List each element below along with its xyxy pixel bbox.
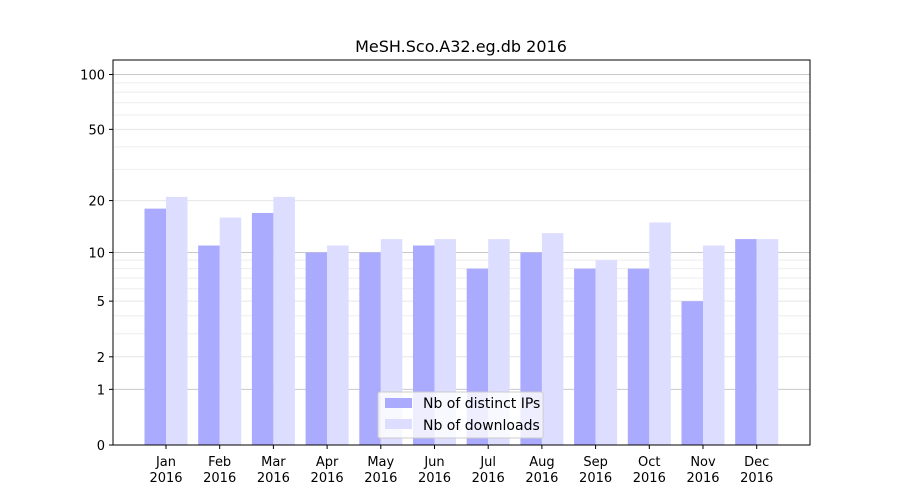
bar-distinct-ips [144,208,166,445]
tick-layer: 0125102050100Jan2016Feb2016Mar2016Apr201… [80,69,773,486]
x-tick-label-year: 2016 [525,471,558,486]
x-tick-label-year: 2016 [740,471,773,486]
y-tick-label: 5 [97,295,105,310]
x-tick-label-year: 2016 [364,471,397,486]
x-tick-label-month: Jun [423,455,444,470]
y-tick-label: 10 [88,247,105,262]
x-tick-label-year: 2016 [203,471,236,486]
x-tick-label-month: May [367,455,394,470]
x-tick-label-year: 2016 [579,471,612,486]
y-tick-label: 100 [80,69,105,84]
bar-distinct-ips [251,212,274,445]
bar-distinct-ips [681,301,703,445]
bar-distinct-ips [198,245,220,445]
x-tick-label-month: Jul [479,455,496,470]
x-tick-label-month: Oct [638,455,660,470]
legend-label-ips: Nb of distinct IPs [423,396,540,412]
x-tick-label-year: 2016 [418,471,451,486]
x-tick-label-month: Sep [583,455,608,470]
x-tick-label-year: 2016 [686,471,719,486]
chart-title: MeSH.Sco.A32.eg.db 2016 [355,37,567,56]
bar-downloads [273,196,295,445]
x-tick-label-year: 2016 [149,471,182,486]
bar-downloads [756,239,779,445]
y-tick-label: 1 [97,383,105,398]
x-tick-label-month: Apr [316,455,339,470]
x-tick-label-month: Nov [690,455,716,470]
bar-distinct-ips [735,239,757,445]
bar-downloads [541,233,564,445]
bar-downloads [595,260,618,445]
legend-swatch-downloads [385,419,412,429]
y-tick-label: 0 [97,439,105,454]
x-tick-label-month: Jan [155,455,176,470]
bar-downloads [166,196,188,445]
legend-box [377,391,544,439]
bar-downloads [219,217,242,445]
x-tick-label-month: Aug [529,455,554,470]
bar-downloads [649,222,671,445]
x-tick-label-month: Feb [208,455,231,470]
x-tick-label-month: Mar [261,455,286,470]
y-tick-label: 2 [97,351,105,366]
bar-downloads [703,245,725,445]
bar-distinct-ips [627,268,650,445]
x-tick-label-year: 2016 [472,471,505,486]
x-tick-label-year: 2016 [257,471,290,486]
bar-distinct-ips [305,252,328,445]
y-tick-label: 50 [88,123,105,138]
legend-swatch-ips [385,398,412,408]
legend: Nb of distinct IPs Nb of downloads [377,391,544,439]
x-tick-label-month: Dec [744,455,769,470]
legend-label-downloads: Nb of downloads [423,418,540,434]
bar-distinct-ips [359,252,381,445]
y-tick-label: 20 [88,195,105,210]
bar-downloads [327,245,349,445]
bar-distinct-ips [574,268,596,445]
x-tick-label-year: 2016 [633,471,666,486]
x-tick-label-year: 2016 [311,471,344,486]
